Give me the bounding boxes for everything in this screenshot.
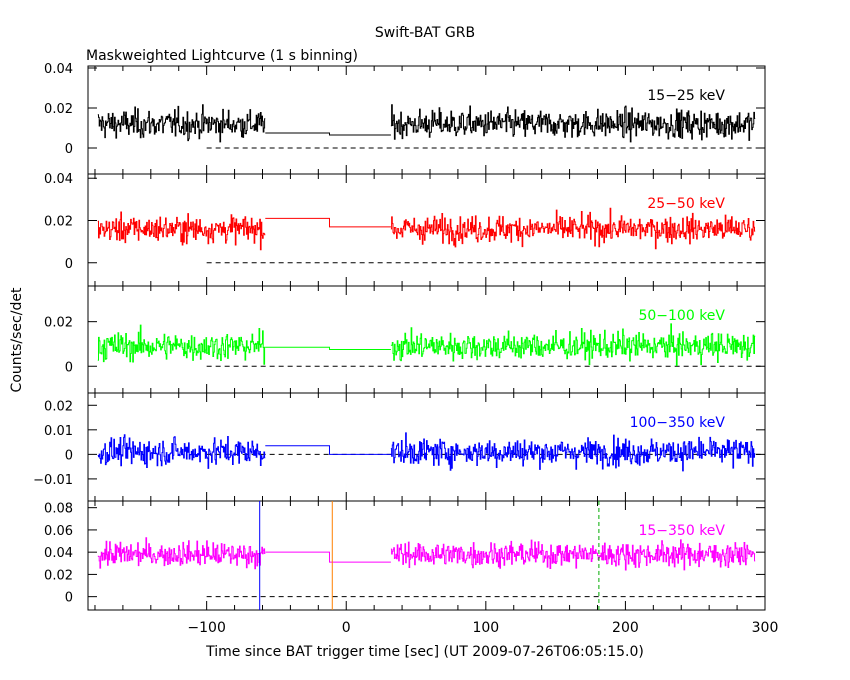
lightcurve-series [390,539,756,571]
lightcurve-series [390,432,756,472]
band-label: 15−350 keV [638,523,725,539]
y-tick-label: 0.06 [44,524,73,539]
lightcurve-series [97,537,266,570]
gap-level [265,346,391,351]
lightcurve-series [97,211,266,251]
x-tick-label: 0 [342,620,351,636]
y-tick-label: 0.08 [44,502,73,517]
y-tick-label: 0 [65,448,73,463]
chart-subtitle: Maskweighted Lightcurve (1 s binning) [86,48,358,64]
x-axis-label: Time since BAT trigger time [sec] (UT 20… [205,644,644,660]
x-tick-label: 300 [752,620,779,636]
panel-1: 0 0.02 0.04 25−50 keV [44,172,766,287]
gap-level [265,445,391,455]
panel-3: −0.01 0 0.01 0.02 100−350 keV [33,392,766,502]
x-tick-label: 100 [472,620,499,636]
chart-title: Swift-BAT GRB [375,25,475,41]
y-tick-label: 0.04 [44,62,73,77]
y-tick-label: 0.01 [44,424,73,439]
band-label: 50−100 keV [638,308,725,324]
y-tick-label: 0.02 [44,316,73,331]
y-tick-label: 0.02 [44,214,73,229]
y-tick-label: 0.02 [44,102,73,117]
y-tick-label: 0 [65,142,73,157]
y-tick-label: 0 [65,257,73,272]
y-tick-label: −0.01 [33,473,73,488]
band-label: 100−350 keV [630,415,726,431]
lightcurve-series [390,207,756,250]
y-tick-label: 0.02 [44,568,73,583]
panel-stack: 0 0.02 0.04 15−25 keV 0 0.02 0.04 25−50 keV 0 0.0… [33,62,778,636]
band-label: 25−50 keV [647,196,725,212]
lightcurve-series [390,104,756,143]
y-tick-label: 0 [65,591,73,606]
gap-level [265,132,391,136]
y-tick-label: 0 [65,360,73,375]
gap-level [265,217,391,228]
band-label: 15−25 keV [647,88,725,104]
panel-2: 0 0.02 50−100 keV [44,285,766,394]
y-axis-label: Counts/sec/det [9,287,25,392]
lightcurve-series [97,104,266,143]
panel-frame [87,500,766,611]
y-tick-label: 0.02 [44,399,73,414]
panel-0: 0 0.02 0.04 15−25 keV [44,62,766,175]
lightcurve-series [97,324,266,365]
y-tick-label: 0.04 [44,172,73,187]
gap-level [265,551,391,563]
y-tick-label: 0.04 [44,546,73,561]
lightcurve-series [390,323,756,366]
panel-4: 0 0.02 0.04 0.06 0.08 15−350 keV [44,500,766,611]
x-tick-label: 200 [612,620,639,636]
x-tick-label: −100 [187,620,225,636]
lightcurve-series [97,434,266,469]
